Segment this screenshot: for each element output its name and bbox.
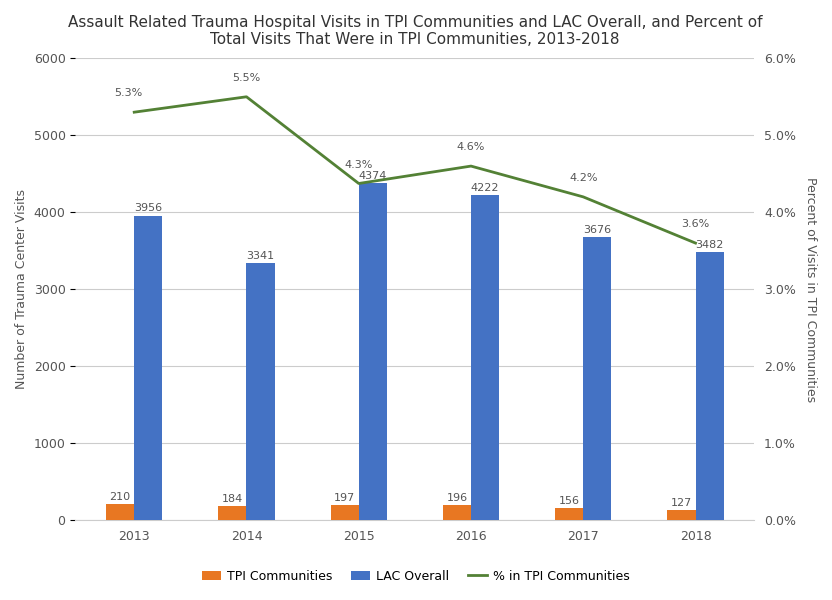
% in TPI Communities [129,109,139,116]
Text: 4222: 4222 [471,183,499,193]
Bar [443,505,471,520]
Text: 4.6%: 4.6% [457,142,485,152]
Text: 3676: 3676 [583,225,612,235]
Y-axis label: Percent of Visits in TPI Communities: Percent of Visits in TPI Communities [804,177,817,402]
Text: 197: 197 [334,493,355,503]
Bar [219,506,246,520]
Bar [696,252,724,520]
Legend: TPI Communities, LAC Overall, % in TPI Communities: TPI Communities, LAC Overall, % in TPI C… [197,565,635,588]
Text: 5.5%: 5.5% [232,73,260,83]
Bar [330,505,359,520]
Text: 5.3%: 5.3% [115,88,143,98]
Bar [555,508,583,520]
% in TPI Communities [578,193,588,200]
Text: 3482: 3482 [696,240,724,250]
Title: Assault Related Trauma Hospital Visits in TPI Communities and LAC Overall, and P: Assault Related Trauma Hospital Visits i… [67,15,762,47]
Bar [667,511,696,520]
Y-axis label: Number of Trauma Center Visits: Number of Trauma Center Visits [15,189,28,389]
Text: 3956: 3956 [134,203,162,214]
Bar [359,184,387,520]
Bar [583,237,612,520]
Bar [246,263,275,520]
Text: 156: 156 [559,496,580,506]
Bar [471,195,499,520]
Text: 127: 127 [671,498,692,508]
% in TPI Communities [354,180,364,187]
% in TPI Communities [691,239,701,247]
Text: 3341: 3341 [246,251,275,261]
% in TPI Communities [466,163,476,170]
Text: 4374: 4374 [359,171,387,181]
Bar [134,215,162,520]
Text: 4.2%: 4.2% [569,173,597,183]
Text: 196: 196 [447,493,468,503]
Text: 210: 210 [110,492,131,502]
Text: 3.6%: 3.6% [681,219,710,229]
% in TPI Communities [241,93,251,100]
Bar [106,504,134,520]
Line: % in TPI Communities: % in TPI Communities [134,97,696,243]
Text: 4.3%: 4.3% [344,160,373,170]
Text: 184: 184 [222,494,243,504]
